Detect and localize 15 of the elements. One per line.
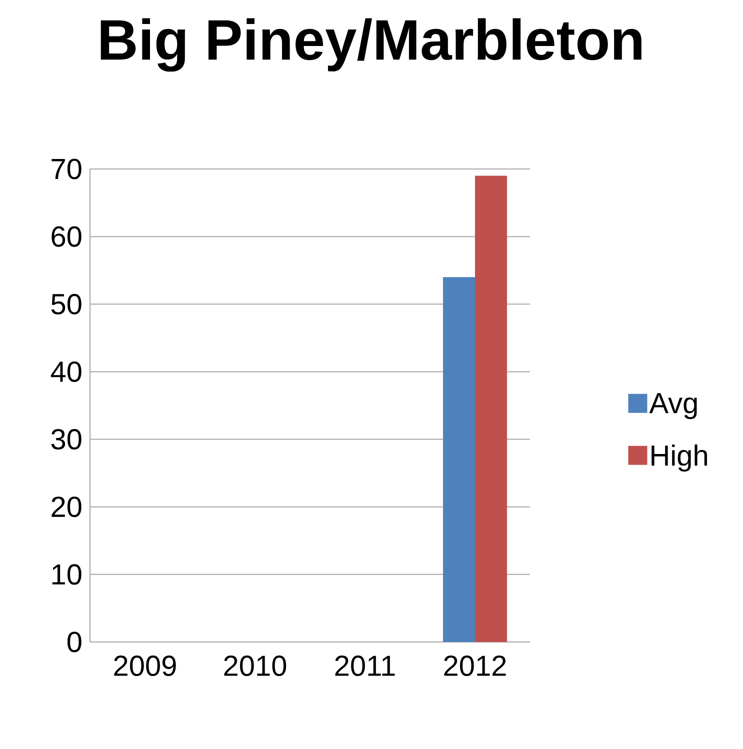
y-tick-label: 40 bbox=[50, 361, 82, 382]
y-tick-label: 0 bbox=[67, 632, 82, 652]
x-tick-label: 2010 bbox=[224, 656, 286, 676]
x-tick-label: 2009 bbox=[114, 656, 176, 676]
y-tick-label: 30 bbox=[51, 429, 82, 450]
y-tick-label: 60 bbox=[52, 226, 82, 247]
legend-label: Avg bbox=[649, 393, 697, 420]
y-tick-label: 50 bbox=[51, 294, 82, 314]
y-tick-label: 20 bbox=[52, 496, 82, 518]
x-tick-label: 2011 bbox=[335, 656, 395, 676]
chart-title: Big Piney/Marbleton bbox=[100, 18, 642, 72]
y-tick-label: 10 bbox=[52, 564, 82, 585]
legend-label: High bbox=[652, 444, 707, 472]
x-tick-label: 2012 bbox=[444, 656, 506, 676]
y-tick-label: 70 bbox=[52, 158, 82, 180]
